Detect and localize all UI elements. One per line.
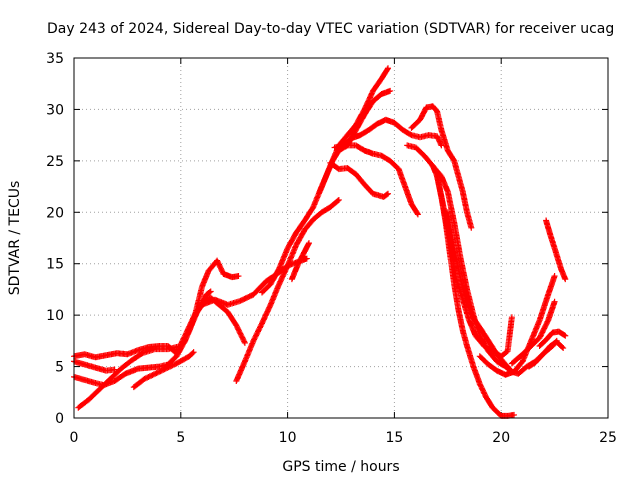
series-pass-23 <box>536 328 569 349</box>
series-pass-13 <box>331 116 445 151</box>
series-pass-24 <box>543 217 569 283</box>
series-pass-6 <box>186 257 242 334</box>
x-tick-label: 0 <box>70 430 79 446</box>
x-tick-label: 15 <box>385 430 403 446</box>
y-axis-label: SDTVAR / TECUs <box>7 181 23 296</box>
y-tick-label: 35 <box>46 51 64 67</box>
series-pass-10 <box>288 240 312 283</box>
series-pass-8 <box>233 196 342 384</box>
axis-ticks <box>73 57 609 419</box>
chart-title: Day 243 of 2024, Sidereal Day-to-day VTE… <box>47 21 614 37</box>
x-axis-label: GPS time / hours <box>282 459 399 475</box>
x-tick-label: 25 <box>599 430 617 446</box>
series-pass-14 <box>344 142 421 218</box>
x-tick-label: 20 <box>492 430 510 446</box>
y-tick-label: 20 <box>46 205 64 221</box>
x-tick-label: 10 <box>279 430 297 446</box>
series-pass-22 <box>526 338 567 370</box>
y-tick-label: 25 <box>46 154 64 170</box>
y-tick-label: 10 <box>46 308 64 324</box>
series-pass-15 <box>408 103 475 231</box>
series-pass-18 <box>434 173 515 360</box>
series-pass-21 <box>508 298 558 367</box>
y-tick-label: 5 <box>55 360 64 376</box>
series-pass-5 <box>130 349 197 391</box>
x-tick-label: 5 <box>176 430 185 446</box>
plot-frame <box>73 57 609 419</box>
series-pass-4 <box>75 343 184 411</box>
y-tick-label: 0 <box>55 411 64 427</box>
y-tick-label: 30 <box>46 102 64 118</box>
y-tick-label: 15 <box>46 257 64 273</box>
tick-labels: 0 5 10 15 20 25 0 5 10 15 20 25 30 35 <box>46 51 617 446</box>
data-series <box>71 65 569 419</box>
series-pass-12 <box>327 159 391 200</box>
